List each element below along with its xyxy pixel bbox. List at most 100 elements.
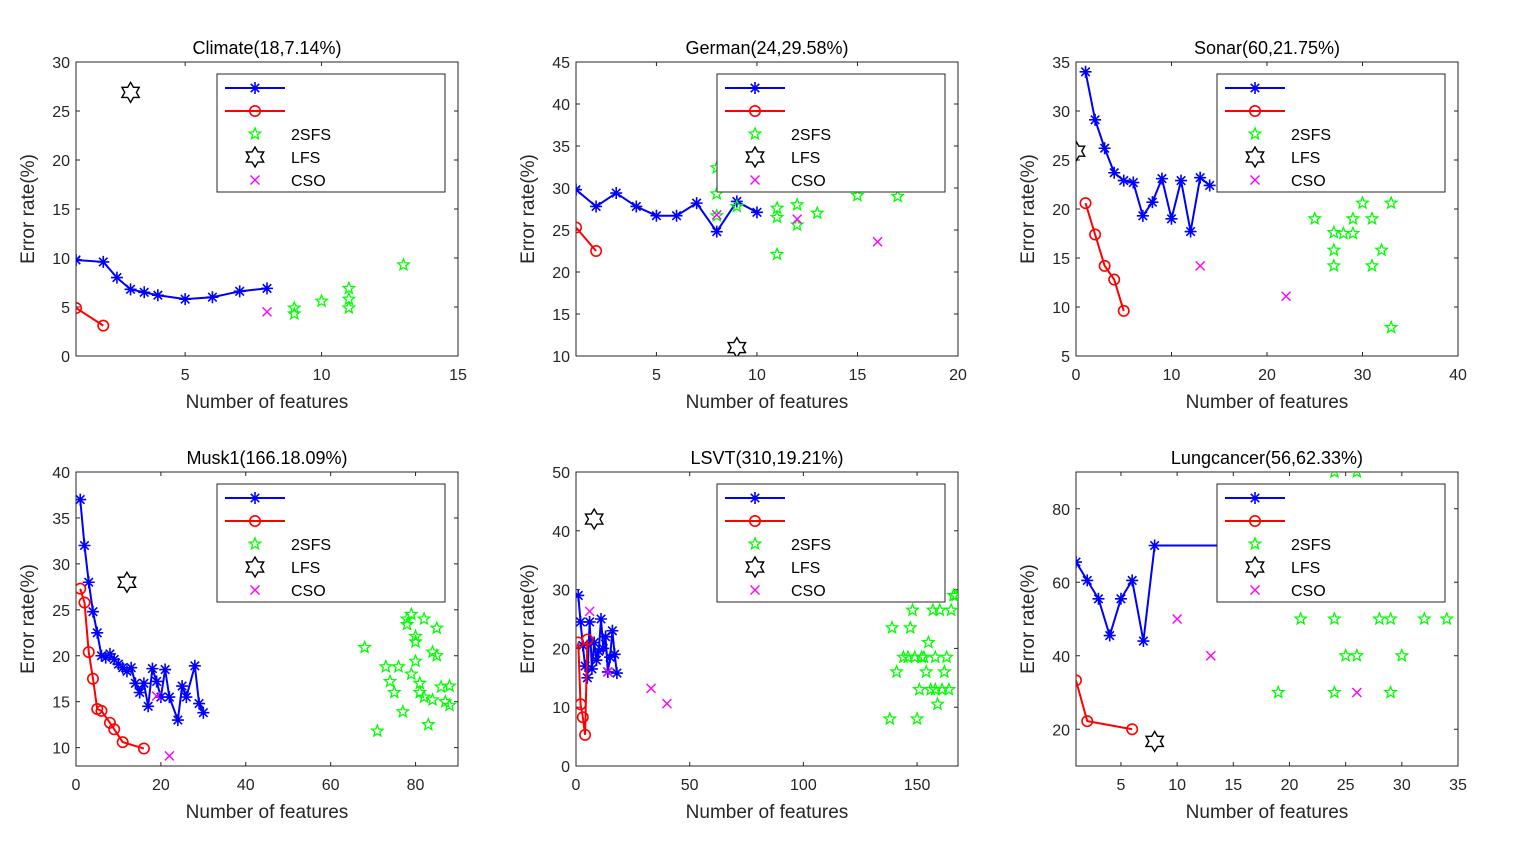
blue-line-point [233, 285, 246, 298]
green-star-point [909, 711, 925, 726]
x-tick-label: 80 [407, 777, 425, 794]
x-tick-label: 20 [1281, 777, 1299, 794]
x-tick-label: 25 [1337, 777, 1355, 794]
x-tick-label: 10 [313, 367, 331, 384]
x-tick-label: 5 [1116, 777, 1125, 794]
green-star-point [403, 666, 419, 681]
green-star-point [1338, 647, 1354, 663]
legend-marker [1249, 105, 1262, 118]
blue-line-point [91, 626, 104, 639]
blue-line-point [163, 691, 176, 704]
chart-title: Sonar(60,21.75%) [1194, 38, 1340, 58]
x-tick-label: 50 [681, 777, 699, 794]
red-line-point [1089, 228, 1102, 241]
green-star-point [1327, 684, 1342, 699]
subplot-1: Climate(18,7.14%) 5 10 15 0 5 10 15 20 25 30 Number… [18, 38, 467, 413]
y-tick-label: 0 [61, 349, 70, 366]
y-tick-label: 20 [552, 265, 570, 282]
y-tick-label: 20 [1052, 202, 1070, 219]
blue-line-point [150, 675, 163, 688]
green-star-point [341, 280, 357, 295]
y-tick-label: 35 [1052, 55, 1070, 72]
legend-label: 2SFS [1291, 127, 1331, 144]
legend-marker [249, 82, 261, 94]
blue-line-point [1117, 174, 1130, 187]
y-axis-label: Error rate(%) [18, 154, 39, 264]
green-star-point [314, 293, 329, 308]
green-star-point [943, 602, 958, 617]
plot-area [1076, 65, 1399, 334]
red-line-point [590, 245, 603, 258]
chart-title: Climate(18,7.14%) [192, 38, 341, 58]
legend: 2SFS LFS CSO [216, 483, 446, 603]
y-tick-label: 20 [52, 153, 70, 170]
plot-area [76, 80, 411, 332]
green-star-point [1394, 647, 1410, 663]
legend: 2SFS LFS CSO [216, 73, 446, 193]
x-tick-label: 5 [181, 367, 190, 384]
green-star-point [442, 697, 457, 712]
green-star-point [939, 649, 955, 664]
black-hexagram-point [1076, 139, 1086, 163]
green-star-point [769, 246, 785, 261]
red-line-series [79, 588, 145, 750]
plot-area [576, 160, 906, 356]
red-line-point [1076, 674, 1082, 687]
blue-line-point [180, 691, 193, 704]
subplot-6: Lungcancer(56,62.33%) 5 10 15 20 25 30 35 20 40 60… [1018, 448, 1467, 823]
y-tick-label: 15 [52, 695, 70, 712]
x-tick-label: 20 [949, 367, 967, 384]
green-star-point [941, 681, 957, 696]
blue-line-point [608, 648, 621, 661]
blue-line-point [579, 660, 592, 673]
green-star-point [1355, 195, 1370, 210]
green-star-point [1383, 611, 1398, 626]
blue-line-point [261, 282, 273, 295]
blue-line-point [154, 691, 167, 704]
blue-line-point [1194, 171, 1207, 184]
blue-line-point [197, 706, 210, 719]
y-tick-label: 35 [52, 511, 70, 528]
red-line-point [1079, 197, 1092, 210]
x-tick-label: 150 [904, 777, 931, 794]
legend-marker [1247, 536, 1263, 551]
red-line-point [82, 646, 95, 659]
blue-line-point [597, 642, 610, 655]
y-tick-label: 40 [552, 524, 570, 541]
legend: 2SFS LFS CSO [716, 483, 946, 603]
blue-line-point [137, 677, 150, 690]
green-star-point [1270, 684, 1286, 699]
y-axis-label: Error rate(%) [1018, 154, 1039, 264]
blue-line-point [1165, 212, 1178, 225]
blue-line-point [97, 255, 110, 268]
green-star-point [932, 602, 948, 617]
y-tick-label: 15 [552, 307, 570, 324]
blue-line-point [103, 647, 116, 660]
red-line-point [137, 742, 150, 755]
green-star-point [382, 673, 398, 688]
y-tick-label: 35 [552, 139, 570, 156]
legend-marker [249, 105, 262, 118]
green-star-point [1383, 684, 1398, 699]
green-star-point [923, 681, 939, 696]
blue-line-point [1079, 65, 1092, 78]
green-star-point [902, 620, 918, 635]
blue-line-point [188, 659, 201, 672]
blue-line-point [583, 615, 596, 628]
green-star-point [709, 207, 725, 223]
y-axis-label: Error rate(%) [1018, 564, 1039, 674]
x-axis-label: Number of features [686, 802, 849, 823]
x-tick-label: 30 [1354, 367, 1372, 384]
legend-marker [1245, 145, 1265, 169]
legend-label: LFS [1291, 560, 1320, 577]
blue-line-point [590, 654, 603, 667]
legend-label: CSO [291, 173, 326, 190]
blue-line-point [76, 253, 82, 266]
legend-marker [749, 82, 761, 94]
red-line-point [576, 711, 589, 724]
magenta-x-point [262, 306, 272, 317]
blue-line-point [110, 271, 123, 284]
magenta-x-point [1281, 291, 1292, 302]
blue-line-point [1127, 176, 1140, 189]
blue-line-point [588, 636, 601, 649]
